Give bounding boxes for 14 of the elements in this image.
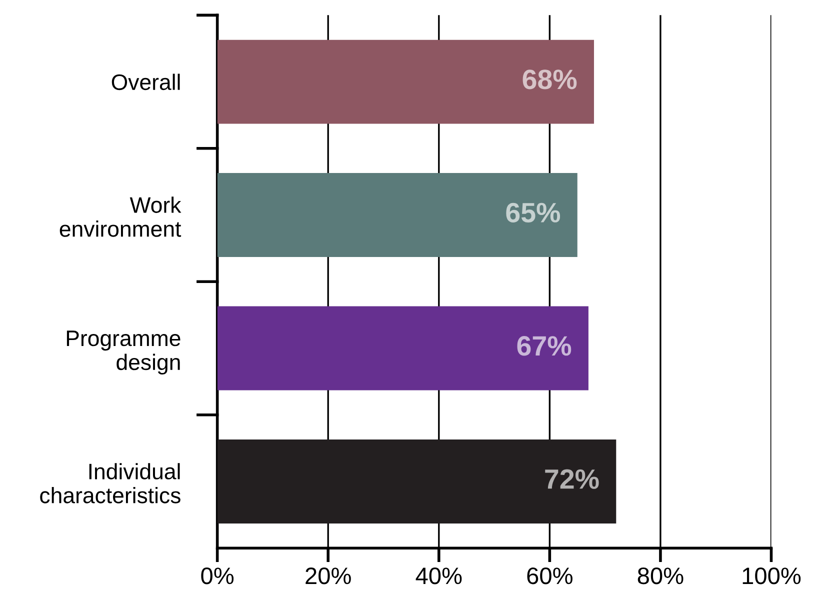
- x-tick-label: 20%: [306, 567, 351, 584]
- y-tick-label: Overall: [112, 74, 180, 90]
- data-label: 67%: [517, 336, 572, 356]
- x-tick-label: 40%: [416, 567, 462, 584]
- x-tick-label: 100%: [742, 567, 801, 584]
- data-label: 72%: [545, 469, 599, 489]
- x-tick-label: 80%: [638, 567, 684, 584]
- data-label: 65%: [506, 202, 560, 222]
- x-tick-label: 0%: [201, 567, 234, 584]
- x-tick-label: 60%: [527, 567, 572, 584]
- y-tick-label: Programme design: [66, 330, 180, 375]
- data-label: 68%: [522, 70, 577, 90]
- y-tick-label: Work environment: [60, 196, 182, 237]
- y-tick-label: Individual characteristics: [40, 463, 180, 504]
